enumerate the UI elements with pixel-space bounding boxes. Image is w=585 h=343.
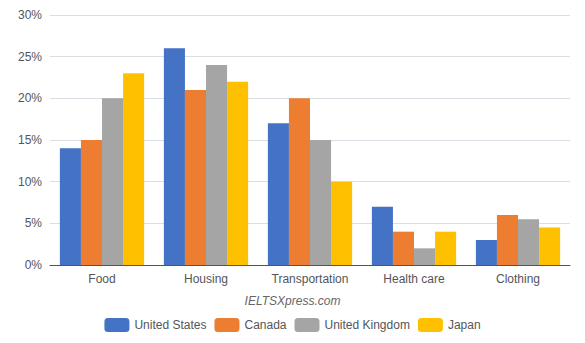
svg-text:25%: 25% xyxy=(18,50,42,64)
svg-text:10%: 10% xyxy=(18,175,42,189)
svg-text:Canada: Canada xyxy=(244,318,286,332)
svg-text:Clothing: Clothing xyxy=(496,272,540,286)
svg-text:0%: 0% xyxy=(25,258,43,272)
svg-text:Health care: Health care xyxy=(383,272,445,286)
svg-text:30%: 30% xyxy=(18,8,42,22)
svg-text:Housing: Housing xyxy=(184,272,228,286)
svg-text:5%: 5% xyxy=(25,216,43,230)
svg-text:United Kingdom: United Kingdom xyxy=(324,318,409,332)
svg-text:United States: United States xyxy=(134,318,206,332)
svg-text:15%: 15% xyxy=(18,133,42,147)
svg-text:Food: Food xyxy=(88,272,115,286)
svg-text:Japan: Japan xyxy=(448,318,481,332)
svg-text:Transportation: Transportation xyxy=(272,272,349,286)
svg-text:IELTSXpress.com: IELTSXpress.com xyxy=(245,294,341,308)
svg-text:20%: 20% xyxy=(18,91,42,105)
